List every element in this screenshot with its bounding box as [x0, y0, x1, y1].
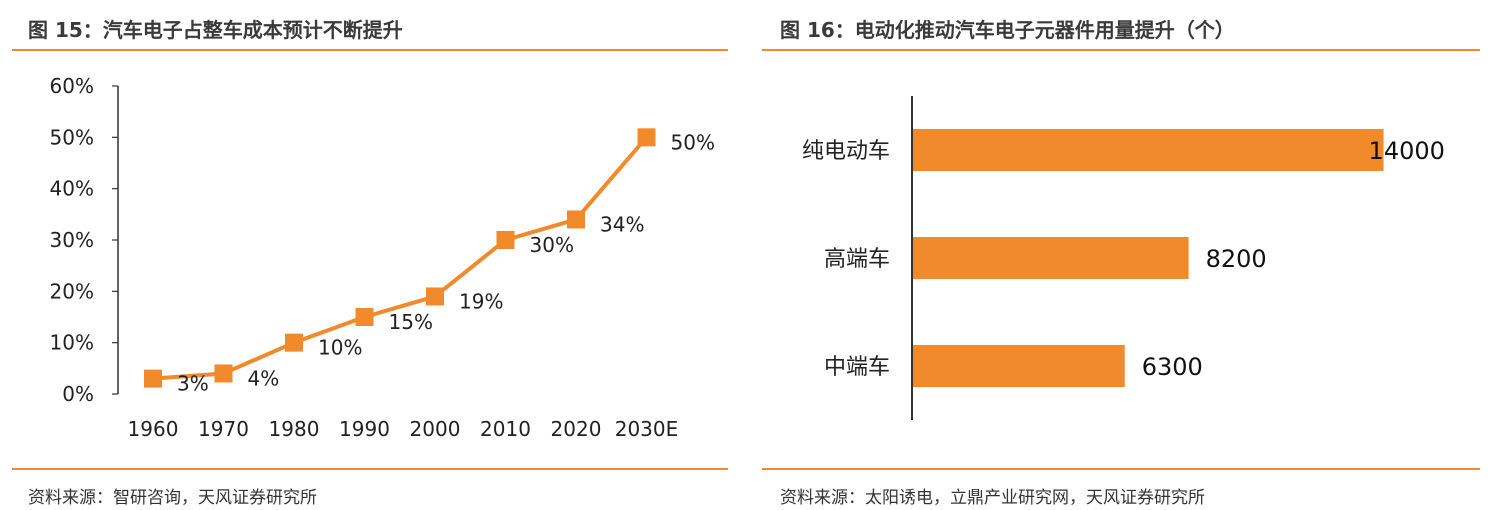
- x-tick-label: 2000: [410, 417, 461, 441]
- x-tick-label: 2020: [551, 417, 602, 441]
- data-point: [567, 210, 585, 229]
- y-tick-label: 10%: [50, 331, 94, 355]
- data-point: [355, 308, 374, 326]
- y-tick-label: 50%: [50, 125, 94, 149]
- value-label: 14000: [1369, 137, 1445, 165]
- bar: [913, 345, 1125, 387]
- data-label: 10%: [318, 336, 362, 360]
- data-label: 15%: [389, 310, 433, 334]
- bar-chart: 纯电动车 14000 高端车 8200 中端车 6300: [802, 96, 1445, 420]
- data-point: [496, 231, 515, 249]
- category-label: 高端车: [824, 247, 890, 272]
- x-tick-label: 2010: [480, 417, 531, 441]
- right-source-note: 资料来源：太阳诱电，立鼎产业研究网，天风证券研究所: [780, 488, 1205, 508]
- data-point: [637, 128, 656, 147]
- data-point: [426, 287, 444, 306]
- right-source-rule: [762, 468, 1480, 470]
- x-tick-label: 1980: [269, 417, 320, 441]
- left-panel: 图 15：汽车电子占整车成本预计不断提升 0% 10% 20% 30% 40% 50% 60…: [0, 0, 740, 510]
- data-point: [285, 333, 303, 352]
- series-line: [152, 136, 649, 381]
- data-label: 34%: [600, 212, 644, 236]
- bar: [913, 129, 1384, 171]
- data-point: [214, 364, 233, 383]
- category-label: 纯电动车: [802, 139, 890, 164]
- bar: [913, 237, 1189, 279]
- left-title-rule: [12, 49, 728, 51]
- right-figure-title: 图 16：电动化推动汽车电子元器件用量提升（个）: [780, 18, 1235, 42]
- y-tick-label: 40%: [50, 177, 94, 201]
- left-source-note: 资料来源：智研咨询，天风证券研究所: [28, 488, 317, 508]
- y-tick-label: 60%: [50, 74, 94, 98]
- data-label: 4%: [248, 366, 280, 390]
- x-tick-label: 2030E: [615, 417, 679, 441]
- value-label: 6300: [1142, 353, 1203, 381]
- data-label: 3%: [177, 372, 209, 396]
- category-label: 中端车: [824, 355, 890, 380]
- y-tick-label: 30%: [50, 228, 94, 252]
- y-tick-label: 20%: [50, 279, 94, 303]
- x-tick-label: 1970: [198, 417, 249, 441]
- x-tick-label: 1960: [128, 417, 179, 441]
- right-title-rule: [762, 49, 1480, 51]
- x-tick-label: 1990: [339, 417, 390, 441]
- value-label: 8200: [1206, 245, 1267, 273]
- right-panel: 图 16：电动化推动汽车电子元器件用量提升（个） 纯电动车 14000 高端车 820…: [762, 0, 1495, 510]
- line-chart: 0% 10% 20% 30% 40% 50% 60% 1960 1970 1980 1990 2000…: [50, 74, 715, 441]
- left-figure-title: 图 15：汽车电子占整车成本预计不断提升: [28, 18, 403, 42]
- data-label: 30%: [530, 233, 574, 257]
- data-point: [144, 369, 162, 388]
- data-label: 50%: [671, 130, 715, 154]
- y-tick-label: 0%: [62, 382, 94, 406]
- data-label: 19%: [459, 289, 503, 313]
- left-source-rule: [12, 468, 728, 470]
